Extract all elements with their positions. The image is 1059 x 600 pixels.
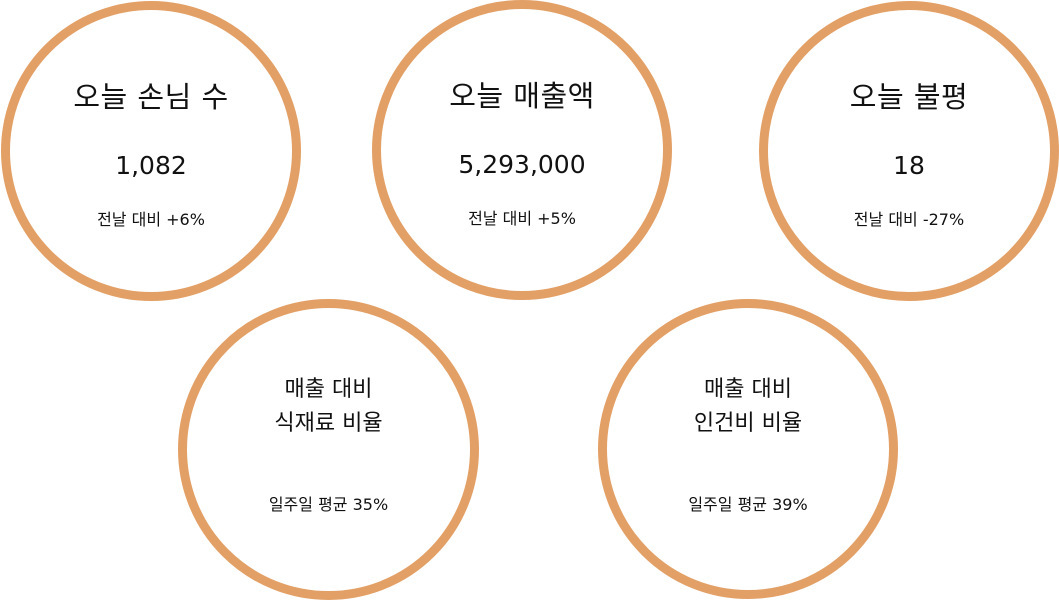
sales-value: 5,293,000 <box>458 150 586 179</box>
ingredient-ratio-average: 일주일 평균 35% <box>268 495 389 514</box>
sales-card: 오늘 매출액 5,293,000 전날 대비 +5% <box>372 0 672 300</box>
ingredient-ratio-card: 매출 대비 식재료 비율 일주일 평균 35% <box>178 299 479 600</box>
guests-value: 1,082 <box>115 151 187 180</box>
guests-change: 전날 대비 +6% <box>97 210 205 229</box>
guests-card: 오늘 손님 수 1,082 전날 대비 +6% <box>1 1 301 301</box>
sales-change: 전날 대비 +5% <box>468 209 576 228</box>
complaints-value: 18 <box>893 151 925 180</box>
ingredient-ratio-line2: 식재료 비율 <box>274 411 383 436</box>
complaints-change: 전날 대비 -27% <box>853 210 965 229</box>
complaints-card: 오늘 불평 18 전날 대비 -27% <box>759 1 1059 301</box>
ingredient-ratio-line1: 매출 대비 <box>284 377 373 402</box>
guests-title: 오늘 손님 수 <box>73 80 229 114</box>
sales-title: 오늘 매출액 <box>449 79 595 113</box>
labor-ratio-card: 매출 대비 인건비 비율 일주일 평균 39% <box>598 299 898 599</box>
labor-ratio-line2: 인건비 비율 <box>693 411 803 436</box>
labor-ratio-average: 일주일 평균 39% <box>688 495 808 514</box>
complaints-title: 오늘 불평 <box>849 80 969 114</box>
labor-ratio-line1: 매출 대비 <box>704 377 792 402</box>
